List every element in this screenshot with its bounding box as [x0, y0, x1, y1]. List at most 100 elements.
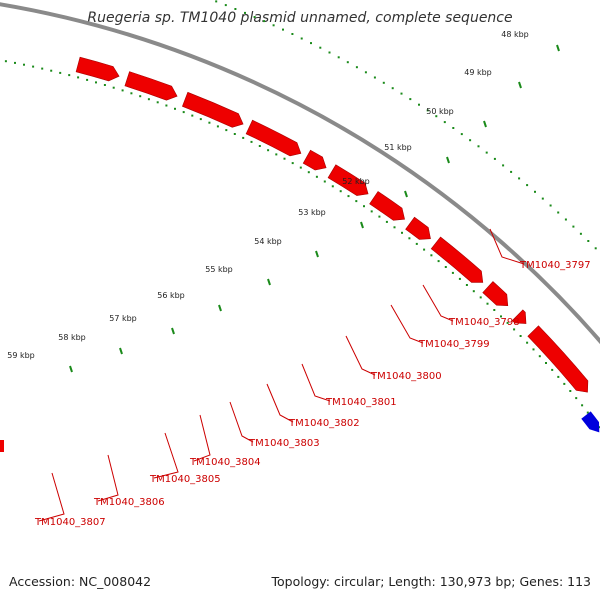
inner-tick-dot — [41, 67, 44, 70]
gene-label: TM1040_3806 — [93, 497, 165, 508]
inner-tick-dot — [370, 210, 373, 213]
inner-tick-dot — [569, 390, 572, 392]
inner-tick-dot — [267, 149, 270, 152]
inner-tick-dot — [586, 411, 589, 414]
inner-tick-dot — [493, 309, 496, 311]
inner-tick-dot — [130, 92, 133, 95]
feature-tracks — [0, 56, 600, 452]
outer-tick-dot — [337, 56, 340, 59]
kbp-label: 55 kbp — [205, 265, 233, 274]
outer-tick-dot — [443, 121, 446, 124]
outer-tick-dot — [346, 61, 349, 64]
outer-tick-dot — [485, 151, 488, 154]
inner-tick-dot — [112, 86, 115, 89]
gene-arrow — [327, 164, 369, 196]
outer-tick-dot — [310, 42, 312, 45]
outer-tick-dot — [409, 98, 412, 101]
inner-tick-dot — [59, 71, 62, 74]
inner-tick-dot — [77, 76, 80, 79]
inner-tick-dot — [95, 81, 97, 84]
kbp-major-tick — [218, 304, 222, 312]
plasmid-backbone — [0, 2, 600, 345]
inner-tick-dot — [139, 95, 142, 98]
kbp-label: 58 kbp — [58, 333, 86, 342]
kbp-label: 53 kbp — [298, 208, 326, 217]
map-title: Ruegeria sp. TM1040 plasmid unnamed, com… — [87, 10, 513, 26]
inner-tick-dot — [563, 382, 566, 385]
gene-label-leader — [345, 335, 376, 376]
inner-tick-dot — [385, 220, 388, 223]
gene-label: TM1040_3803 — [248, 438, 320, 449]
inner-tick-dot — [538, 355, 541, 358]
inner-tick-dot — [315, 175, 318, 178]
kbp-label: 51 kbp — [384, 143, 412, 152]
inner-tick-dot — [283, 157, 286, 160]
gene-label-leaders — [38, 228, 525, 522]
kbp-major-tick — [518, 81, 522, 89]
inner-tick-dot — [581, 404, 584, 407]
outer-tick-dot — [364, 71, 367, 74]
inner-tick-dot — [147, 98, 150, 101]
inner-tick-dot — [174, 107, 176, 110]
kbp-major-tick — [360, 221, 364, 229]
gene-arrow — [511, 309, 527, 324]
inner-tick-dot — [472, 290, 475, 293]
inner-tick-dot — [103, 84, 106, 86]
inner-tick-dot — [423, 248, 426, 251]
inner-tick-dot — [199, 118, 202, 121]
inner-tick-dot — [299, 166, 302, 169]
gene-label: TM1040_3801 — [325, 397, 397, 408]
inner-tick-dot — [68, 74, 71, 77]
gene-label-leader — [38, 472, 65, 522]
inner-tick-dot — [182, 111, 185, 114]
inner-tick-dot — [307, 171, 310, 174]
outer-tick-dot — [234, 8, 237, 10]
gene-arrow — [405, 216, 431, 240]
gene-label-leader — [422, 284, 454, 322]
inner-tick-dot — [4, 60, 7, 63]
inner-tick-dot — [225, 129, 228, 132]
inner-tick-dot — [393, 226, 396, 229]
inner-tick-dot — [519, 335, 522, 337]
gene-arrow — [0, 440, 4, 452]
inner-tick-dot — [415, 242, 418, 245]
feature-arrow — [581, 411, 600, 433]
kbp-major-tick — [267, 278, 271, 286]
outer-tick-dot — [435, 115, 438, 118]
inner-tick-dot — [465, 284, 468, 286]
gene-arrow — [430, 236, 484, 283]
inner-tick-dot — [250, 140, 253, 143]
outer-tick-dot — [253, 16, 256, 18]
kbp-major-tick — [404, 190, 408, 198]
topology-summary: Topology: circular; Length: 130,973 bp; … — [271, 574, 592, 589]
outer-tick-dot — [477, 145, 480, 148]
gene-label-leader — [193, 414, 211, 462]
inner-tick-dot — [156, 101, 159, 104]
outer-tick-dot — [564, 218, 567, 221]
gene-arrow — [527, 325, 589, 393]
inner-tick-dot — [50, 69, 53, 72]
kbp-label: 57 kbp — [109, 314, 137, 323]
gene-label-leader — [266, 383, 294, 423]
outer-tick-dot — [452, 127, 455, 129]
gene-label: TM1040_3807 — [34, 517, 106, 528]
outer-tick-dot — [328, 51, 331, 54]
kbp-major-tick — [315, 250, 319, 258]
outer-kbp-ticks — [215, 0, 597, 250]
outer-tick-dot — [291, 33, 294, 35]
kbp-label: 52 kbp — [342, 177, 370, 186]
gene-label: TM1040_3804 — [189, 457, 261, 468]
inner-tick-dot — [500, 315, 502, 318]
inner-tick-dot — [451, 271, 454, 274]
inner-tick-dot — [339, 190, 342, 193]
gene-label-leader — [97, 454, 119, 502]
outer-tick-dot — [534, 190, 536, 193]
inner-tick-dot — [121, 89, 124, 92]
gene-arrow — [369, 191, 405, 221]
inner-tick-dot — [275, 153, 278, 156]
inner-tick-dot — [233, 133, 236, 135]
inner-tick-dot — [545, 362, 547, 364]
kbp-labels: 48 kbp 49 kbp 50 kbp 51 kbp 52 kbp 53 kbp 54 k… — [7, 30, 560, 373]
kbp-label: 56 kbp — [157, 291, 185, 300]
outer-tick-dot — [549, 204, 552, 207]
